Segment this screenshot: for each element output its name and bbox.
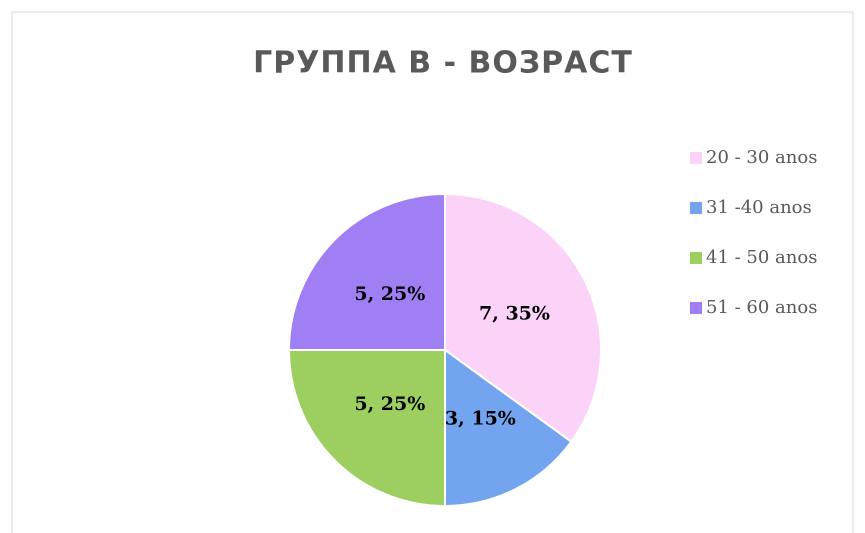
pie-slice	[444, 192, 602, 444]
legend-label: 20 - 30 anos	[706, 147, 817, 168]
legend-label: 41 - 50 anos	[706, 247, 817, 268]
pie-slice	[287, 349, 446, 508]
data-label: 3, 15%	[445, 407, 516, 429]
legend-label: 51 - 60 anos	[706, 297, 817, 318]
data-label: 5, 25%	[354, 393, 425, 415]
data-label: 7, 35%	[479, 303, 550, 325]
legend-swatch	[690, 302, 702, 314]
chart-title: ГРУППА В - ВОЗРАСТ	[253, 46, 633, 81]
legend-label: 31 -40 anos	[706, 197, 812, 218]
data-label: 5, 25%	[354, 283, 425, 305]
legend-swatch	[690, 252, 702, 264]
legend-swatch	[690, 202, 702, 214]
pie-slice	[287, 192, 446, 351]
legend-swatch	[690, 152, 702, 164]
pie-slice	[444, 348, 573, 508]
chart-frame	[11, 11, 854, 533]
